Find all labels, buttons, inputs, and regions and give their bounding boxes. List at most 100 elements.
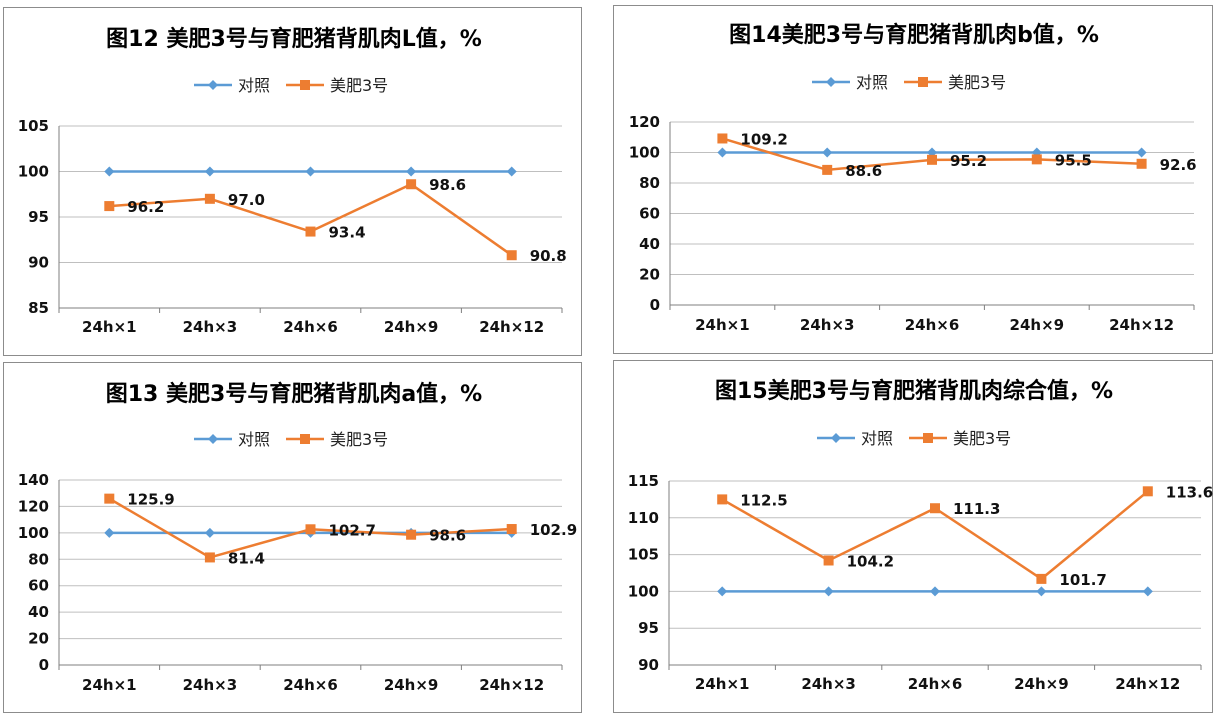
x-tick-label: 24h×1 bbox=[695, 675, 750, 693]
data-point-control bbox=[822, 147, 833, 158]
legend-item-control: 对照 bbox=[812, 73, 888, 92]
x-tick-label: 24h×9 bbox=[384, 676, 439, 694]
chart-title: 图15美肥3号与育肥猪背肌肉综合值，% bbox=[715, 378, 1113, 404]
x-tick-label: 24h×3 bbox=[801, 675, 856, 693]
y-tick-label: 115 bbox=[628, 472, 659, 490]
y-tick-label: 105 bbox=[628, 546, 659, 564]
x-tick-label: 24h×1 bbox=[82, 676, 137, 694]
data-label: 102.9 bbox=[530, 521, 577, 539]
x-tick-label: 24h×9 bbox=[1014, 675, 1069, 693]
x-tick-label: 24h×12 bbox=[479, 676, 544, 694]
legend-item-treatment: 美肥3号 bbox=[909, 429, 1011, 448]
data-label: 97.0 bbox=[228, 191, 265, 209]
y-tick-label: 110 bbox=[628, 509, 659, 527]
data-label: 109.2 bbox=[740, 130, 787, 148]
y-tick-label: 100 bbox=[629, 144, 660, 162]
x-tick-label: 24h×1 bbox=[695, 316, 750, 334]
data-point-control bbox=[1036, 586, 1047, 597]
data-point-control bbox=[1142, 586, 1153, 597]
data-point-control bbox=[506, 166, 517, 177]
data-label: 96.2 bbox=[127, 198, 164, 216]
data-point-treatment bbox=[104, 493, 115, 504]
data-point-treatment bbox=[1136, 158, 1147, 169]
x-tick-label: 24h×6 bbox=[283, 676, 338, 694]
legend-diamond-marker bbox=[826, 77, 836, 87]
y-tick-label: 20 bbox=[639, 266, 660, 284]
y-tick-label: 0 bbox=[39, 656, 49, 674]
y-tick-label: 100 bbox=[18, 524, 49, 542]
data-point-control bbox=[104, 166, 115, 177]
legend-label: 美肥3号 bbox=[330, 430, 388, 449]
data-label: 101.7 bbox=[1059, 571, 1106, 589]
legend-item-treatment: 美肥3号 bbox=[286, 76, 388, 95]
data-label: 112.5 bbox=[740, 491, 787, 509]
data-label: 90.8 bbox=[530, 247, 567, 265]
chart-panel-a-value: 图13 美肥3号与育肥猪背肌肉a值，% 对照 美肥3号 0 20 40 60 80 100 120… bbox=[3, 362, 582, 713]
data-point-treatment bbox=[406, 179, 417, 190]
data-point-control bbox=[204, 527, 215, 538]
data-point-control bbox=[1136, 147, 1147, 158]
legend-label: 对照 bbox=[238, 76, 270, 95]
chart-composite-value: 图15美肥3号与育肥猪背肌肉综合值，% 对照 美肥3号 90 95 100 105 110 11… bbox=[628, 378, 1214, 693]
chart-panel-composite-value: 图15美肥3号与育肥猪背肌肉综合值，% 对照 美肥3号 90 95 100 105 110 11… bbox=[613, 360, 1213, 713]
chart-b-value: 图14美肥3号与育肥猪背肌肉b值，% 对照 美肥3号 0 20 40 60 80 100 120 2… bbox=[629, 22, 1197, 334]
data-point-treatment bbox=[1142, 486, 1153, 497]
legend-square-marker bbox=[300, 80, 310, 90]
data-point-control bbox=[823, 586, 834, 597]
legend-item-control: 对照 bbox=[194, 430, 270, 449]
x-tick-label: 24h×3 bbox=[183, 676, 238, 694]
y-tick-label: 100 bbox=[628, 582, 659, 600]
data-label: 95.5 bbox=[1055, 151, 1092, 169]
data-point-treatment bbox=[305, 226, 316, 237]
data-point-treatment bbox=[104, 201, 115, 212]
y-tick-label: 80 bbox=[639, 174, 660, 192]
legend-label: 对照 bbox=[238, 430, 270, 449]
data-point-control bbox=[717, 586, 728, 597]
data-label: 92.6 bbox=[1160, 156, 1197, 174]
y-tick-label: 0 bbox=[650, 296, 660, 314]
data-point-control bbox=[305, 166, 316, 177]
x-tick-label: 24h×12 bbox=[479, 318, 544, 336]
chart-a-value: 图13 美肥3号与育肥猪背肌肉a值，% 对照 美肥3号 0 20 40 60 80 100 120… bbox=[18, 381, 577, 694]
data-label: 98.6 bbox=[429, 176, 466, 194]
legend-diamond-marker bbox=[208, 434, 218, 444]
data-label: 88.6 bbox=[845, 162, 882, 180]
y-tick-label: 80 bbox=[28, 550, 49, 568]
data-label: 102.7 bbox=[329, 521, 376, 539]
y-tick-label: 20 bbox=[28, 630, 49, 648]
legend-item-treatment: 美肥3号 bbox=[286, 430, 388, 449]
data-label: 113.6 bbox=[1166, 483, 1213, 501]
y-tick-label: 90 bbox=[638, 656, 659, 674]
chart-panel-l-value: 图12 美肥3号与育肥猪背肌肉L值，% 对照 美肥3号 85 90 95 100 105 24h… bbox=[3, 7, 582, 356]
data-label: 98.6 bbox=[429, 527, 466, 545]
data-point-treatment bbox=[204, 552, 215, 563]
legend-diamond-marker bbox=[831, 433, 841, 443]
legend-square-marker bbox=[300, 434, 310, 444]
y-tick-label: 95 bbox=[638, 619, 659, 637]
chart-title: 图12 美肥3号与育肥猪背肌肉L值，% bbox=[106, 26, 482, 52]
legend-label: 美肥3号 bbox=[953, 429, 1011, 448]
data-label: 104.2 bbox=[847, 552, 894, 570]
chart-panel-b-value: 图14美肥3号与育肥猪背肌肉b值，% 对照 美肥3号 0 20 40 60 80 100 120 2… bbox=[613, 5, 1213, 354]
data-point-treatment bbox=[927, 154, 937, 165]
y-tick-label: 40 bbox=[28, 603, 49, 621]
chart-l-value: 图12 美肥3号与育肥猪背肌肉L值，% 对照 美肥3号 85 90 95 100 105 24h… bbox=[18, 26, 567, 336]
x-tick-label: 24h×12 bbox=[1109, 316, 1174, 334]
data-point-treatment bbox=[506, 524, 517, 535]
data-point-treatment bbox=[204, 193, 215, 204]
legend-diamond-marker bbox=[208, 80, 218, 90]
series-line-treatment bbox=[109, 182, 513, 257]
data-label: 93.4 bbox=[329, 224, 366, 242]
legend-label: 美肥3号 bbox=[948, 73, 1006, 92]
y-tick-label: 105 bbox=[18, 117, 49, 135]
data-label: 95.2 bbox=[950, 152, 987, 170]
x-tick-label: 24h×3 bbox=[800, 316, 855, 334]
legend-label: 对照 bbox=[856, 73, 888, 92]
y-tick-label: 60 bbox=[639, 205, 660, 223]
data-point-control bbox=[104, 527, 115, 538]
y-tick-label: 100 bbox=[18, 163, 49, 181]
x-tick-label: 24h×6 bbox=[908, 675, 963, 693]
data-point-treatment bbox=[822, 164, 833, 175]
x-tick-label: 24h×6 bbox=[283, 318, 338, 336]
data-point-treatment bbox=[717, 494, 728, 505]
